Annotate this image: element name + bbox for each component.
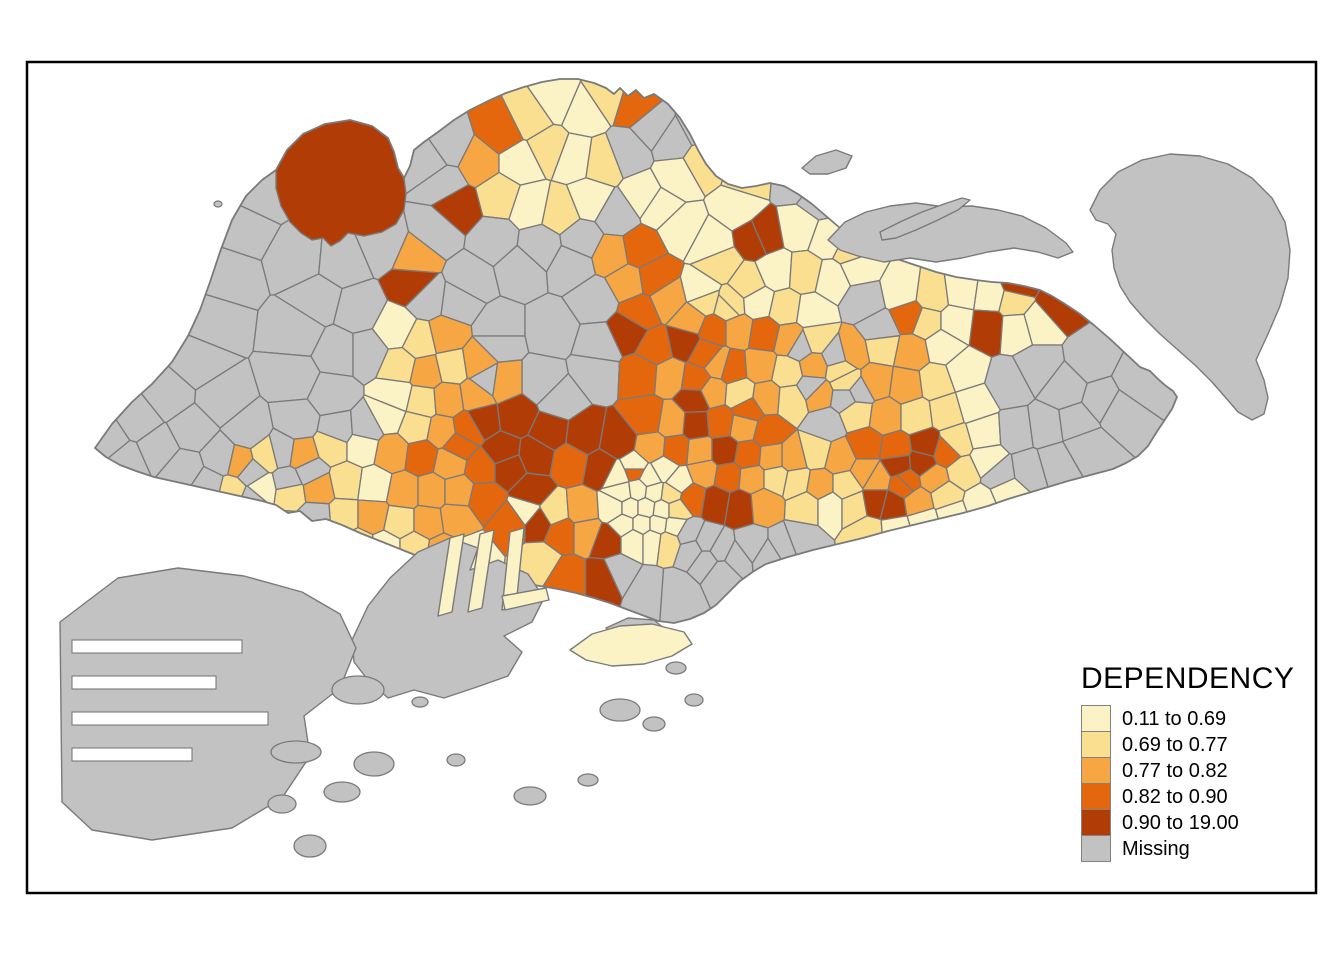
subzone-region (1036, 440, 1177, 623)
subzone-region (962, 482, 1073, 623)
subzone-region (711, 435, 739, 467)
small-island (213, 200, 223, 208)
legend-label: 0.11 to 0.69 (1122, 707, 1227, 730)
legend-entry: 0.69 to 0.77 (1081, 731, 1294, 758)
subzone-region (887, 474, 914, 499)
subzone-region (712, 79, 809, 176)
subzone-region (95, 119, 282, 262)
legend-label: Missing (1122, 837, 1190, 860)
small-island (411, 696, 429, 708)
pulau-ubin (827, 202, 1074, 263)
legend-label: 0.90 to 19.00 (1122, 811, 1239, 834)
subzone-region (328, 460, 363, 501)
legend-entry: Missing (1081, 835, 1294, 862)
small-island (446, 753, 466, 767)
legend-swatch-icon (1081, 809, 1111, 836)
legend-title: DEPENDENCY (1081, 662, 1295, 695)
subzone-region (758, 442, 783, 471)
small-island (642, 716, 666, 732)
subzone-region (682, 410, 710, 440)
jurong-island-body (351, 537, 545, 699)
subzone-region (833, 515, 894, 623)
subzone-region (892, 333, 931, 372)
small-island (665, 661, 687, 675)
subzone-region (95, 291, 166, 443)
subzone-region (768, 79, 908, 207)
subzone-region (989, 477, 1160, 623)
subzone-region (95, 276, 197, 424)
subzone-region (934, 499, 1028, 623)
port-terminal-finger (437, 533, 465, 617)
subzone-region (444, 473, 475, 507)
subzone-region (385, 469, 419, 510)
subzone-region (713, 294, 741, 322)
subzone-region (861, 489, 889, 520)
legend-rows: 0.11 to 0.69 0.69 to 0.77 0.77 to 0.82 0… (1081, 705, 1294, 862)
subzone-region (565, 483, 600, 524)
subzone-region (906, 507, 985, 623)
legend-entry: 0.82 to 0.90 (1081, 783, 1294, 810)
subzone-region (492, 359, 523, 405)
jurong-island-channel (71, 747, 193, 762)
sentosa-island (569, 623, 693, 667)
legend-swatch-icon (1081, 757, 1111, 784)
port-terminal-foot (501, 587, 550, 611)
pulau-tekong (1089, 153, 1291, 421)
subzone-region (471, 335, 530, 363)
subzone-region (795, 79, 995, 221)
subzone-region (433, 381, 465, 419)
subzone-region (795, 375, 828, 401)
small-island (270, 740, 322, 764)
small-island (293, 834, 327, 858)
subzone-region (933, 435, 962, 469)
legend-label: 0.82 to 0.90 (1122, 785, 1228, 808)
legend-entry: 0.77 to 0.82 (1081, 757, 1294, 784)
legend-label: 0.77 to 0.82 (1122, 759, 1228, 782)
small-island (323, 781, 361, 803)
legend-swatch-icon (1081, 783, 1111, 810)
subzone-region (786, 329, 813, 363)
subzone-region (289, 436, 320, 470)
subzone-region (417, 471, 446, 510)
plot-frame (25, 60, 1318, 895)
legend-label: 0.69 to 0.77 (1122, 733, 1228, 756)
subzone-region (733, 439, 762, 470)
port-terminal-finger (467, 529, 495, 613)
legend-swatch-icon (1081, 835, 1111, 862)
small-island (684, 693, 704, 707)
small-island (513, 786, 547, 806)
small-island (577, 773, 599, 787)
subzone-region (751, 537, 851, 623)
subzone-region (706, 403, 735, 439)
jurong-island-channel (71, 639, 243, 654)
subzone-region (664, 464, 694, 494)
jurong-island-channel (71, 711, 269, 726)
subzone-region (452, 409, 486, 447)
small-island (353, 751, 395, 777)
subzone-region (880, 515, 955, 623)
legend-entry: 0.11 to 0.69 (1081, 705, 1294, 732)
small-island (599, 698, 641, 722)
legend-swatch-icon (1081, 731, 1111, 758)
jurong-island-west (59, 567, 357, 841)
map-legend: DEPENDENCY 0.11 to 0.69 0.69 to 0.77 0.7… (1081, 662, 1294, 862)
jurong-island-channel (71, 675, 217, 690)
legend-entry: 0.90 to 19.00 (1081, 809, 1294, 836)
coney-island (879, 197, 971, 241)
small-island (331, 675, 385, 705)
subzone-region (679, 262, 723, 303)
northwest-dark-region (275, 119, 407, 247)
small-island (267, 794, 297, 814)
subzone-region (726, 259, 767, 299)
legend-swatch-icon (1081, 705, 1111, 732)
seletar-island (801, 149, 853, 175)
